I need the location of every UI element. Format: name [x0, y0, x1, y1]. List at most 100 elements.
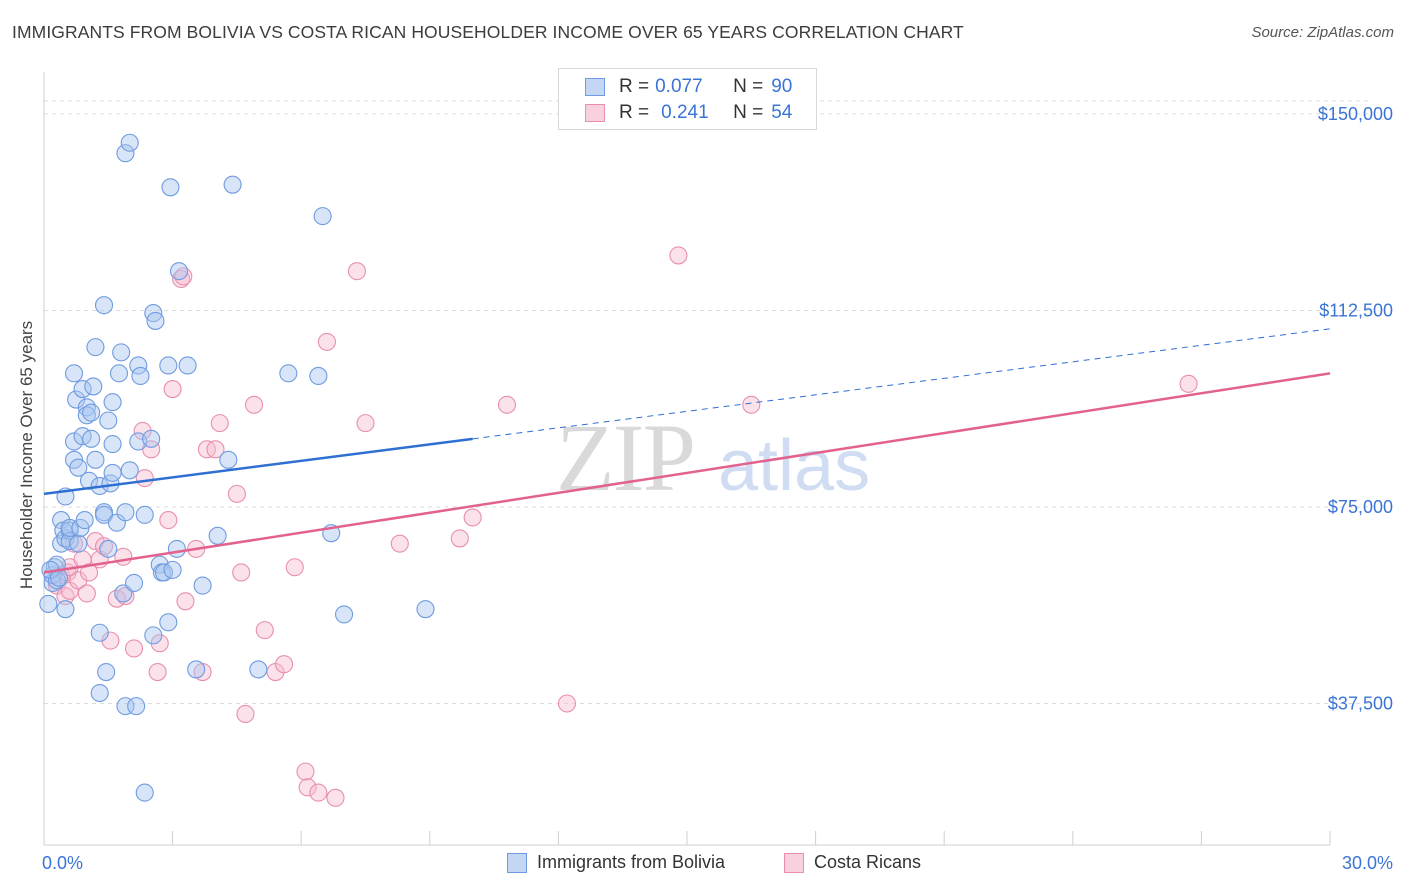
- data-point-bolivia: [82, 403, 101, 422]
- trend-line-bolivia: [43, 437, 473, 496]
- data-point-bolivia: [69, 458, 88, 477]
- data-point-bolivia: [223, 175, 242, 194]
- data-point-costa-ricans: [285, 558, 304, 577]
- y-tick-label: $112,500: [1319, 300, 1393, 320]
- data-point-costa-ricans: [210, 414, 229, 433]
- data-point-bolivia: [90, 623, 109, 642]
- data-point-costa-ricans: [356, 414, 375, 433]
- x-tick-label: 0.0%: [42, 853, 83, 873]
- data-point-bolivia: [127, 697, 146, 716]
- data-point-bolivia: [159, 356, 178, 375]
- data-point-costa-ricans: [79, 563, 99, 582]
- data-point-bolivia: [86, 338, 105, 357]
- legend-swatch-pink: [784, 852, 804, 873]
- data-point-costa-ricans: [255, 621, 274, 640]
- data-point-bolivia: [416, 600, 435, 619]
- data-point-bolivia: [112, 343, 131, 362]
- data-point-costa-ricans: [206, 440, 225, 459]
- data-point-bolivia: [75, 511, 94, 530]
- data-point-bolivia: [169, 262, 189, 281]
- chart-source: Source: ZipAtlas.com: [1251, 24, 1394, 41]
- data-point-costa-ricans: [347, 262, 366, 281]
- trend-lines: [43, 328, 1331, 574]
- data-point-bolivia: [103, 435, 122, 454]
- data-point-bolivia: [131, 366, 150, 386]
- y-axis-label: Householder Income Over 65 years: [17, 321, 36, 589]
- data-point-costa-ricans: [244, 395, 264, 414]
- y-tick-label: $75,000: [1328, 497, 1393, 517]
- data-point-costa-ricans: [163, 380, 182, 399]
- data-point-costa-ricans: [1179, 374, 1198, 393]
- data-point-bolivia: [116, 144, 135, 163]
- data-point-costa-ricans: [326, 788, 345, 807]
- x-tick-label: 30.0%: [1342, 853, 1393, 873]
- data-point-bolivia: [109, 364, 129, 383]
- axes: [43, 72, 1331, 846]
- trend-line-bolivia-extension: [472, 328, 1331, 440]
- watermark-atlas: atlas: [718, 426, 870, 506]
- legend-n-label: N =: [733, 76, 764, 97]
- data-point-costa-ricans: [669, 246, 688, 265]
- data-point-costa-ricans: [77, 584, 96, 603]
- gridlines: [44, 100, 1370, 705]
- data-point-bolivia: [47, 571, 66, 590]
- data-point-costa-ricans: [148, 663, 167, 682]
- data-point-bolivia: [161, 178, 180, 197]
- data-point-bolivia: [99, 539, 118, 558]
- data-point-bolivia: [73, 380, 92, 399]
- data-point-costa-ricans: [236, 704, 255, 724]
- data-point-costa-ricans: [317, 332, 336, 351]
- data-point-costa-ricans: [159, 511, 178, 530]
- series-bolivia-points: [39, 133, 435, 802]
- data-point-costa-ricans: [390, 534, 409, 553]
- y-tick-label: $150,000: [1318, 104, 1393, 124]
- legend-r-label: R =: [619, 76, 650, 97]
- legend-label-bolivia: Immigrants from Bolivia: [537, 852, 726, 872]
- data-point-bolivia: [120, 133, 139, 152]
- data-point-costa-ricans: [227, 484, 246, 503]
- data-point-bolivia: [94, 296, 114, 315]
- data-point-costa-ricans: [557, 694, 577, 713]
- data-point-costa-ricans: [742, 395, 761, 414]
- data-point-bolivia: [103, 393, 122, 412]
- legend-item-bolivia[interactable]: Immigrants from Bolivia: [507, 852, 725, 873]
- legend-item-costa-ricans[interactable]: Costa Ricans: [784, 852, 921, 873]
- data-point-bolivia: [90, 683, 109, 703]
- data-point-costa-ricans: [275, 655, 294, 674]
- data-point-bolivia: [146, 311, 165, 330]
- data-point-costa-ricans: [463, 508, 482, 527]
- legend-n-value: 54: [771, 102, 793, 123]
- data-point-bolivia: [135, 783, 154, 802]
- data-point-bolivia: [64, 364, 84, 383]
- data-point-costa-ricans: [135, 469, 154, 488]
- data-point-bolivia: [142, 429, 161, 448]
- data-point-bolivia: [249, 660, 268, 679]
- data-point-bolivia: [99, 411, 118, 430]
- data-point-bolivia: [208, 526, 227, 545]
- legend-r-value: 0.241: [661, 102, 709, 123]
- data-point-bolivia: [135, 505, 154, 524]
- data-point-costa-ricans: [309, 783, 328, 802]
- data-point-bolivia: [167, 539, 186, 558]
- data-point-costa-ricans: [296, 762, 315, 781]
- legend-label-costa-ricans: Costa Ricans: [814, 852, 922, 872]
- legend-n-value: 90: [771, 76, 793, 97]
- data-point-costa-ricans: [114, 547, 133, 566]
- data-point-bolivia: [82, 429, 101, 448]
- data-point-bolivia: [120, 461, 139, 480]
- data-point-bolivia: [84, 377, 103, 396]
- data-point-bolivia: [69, 534, 88, 553]
- data-point-costa-ricans: [450, 529, 469, 548]
- data-point-bolivia: [116, 697, 135, 716]
- trend-line-costa-ricans: [43, 372, 1331, 574]
- data-point-bolivia: [103, 463, 122, 482]
- data-point-bolivia: [187, 660, 206, 679]
- y-tick-label: $37,500: [1328, 694, 1393, 714]
- data-point-bolivia: [116, 503, 135, 522]
- data-point-bolivia: [97, 663, 116, 682]
- data-point-bolivia: [219, 450, 238, 469]
- data-point-bolivia: [144, 626, 163, 645]
- chart-title: IMMIGRANTS FROM BOLIVIA VS COSTA RICAN H…: [12, 22, 964, 42]
- legend-swatch-blue: [585, 78, 605, 96]
